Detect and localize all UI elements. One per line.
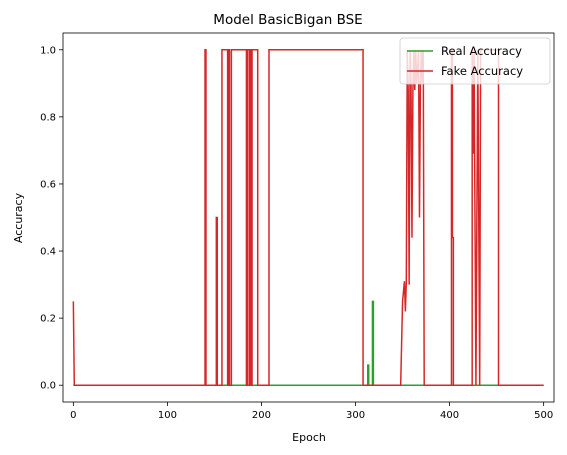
y-tick-label: 0.8 <box>40 112 56 123</box>
x-tick-label: 500 <box>534 410 553 421</box>
legend-label: Real Accuracy <box>441 44 522 58</box>
y-tick-label: 0.6 <box>40 179 56 190</box>
legend-box <box>399 37 551 85</box>
x-axis-ticks: 0 100 200 300 400 500 <box>70 402 553 421</box>
x-tick-label: 200 <box>252 410 271 421</box>
y-axis-label: Accuracy <box>12 192 25 243</box>
legend-label: Fake Accuracy <box>441 64 523 78</box>
plot-frame <box>62 32 555 403</box>
y-tick-label: 0.0 <box>40 381 56 392</box>
legend: Real Accuracy Fake Accuracy <box>399 37 551 85</box>
y-tick-label: 1.0 <box>40 45 56 56</box>
y-tick-label: 0.2 <box>40 314 56 325</box>
series-layer <box>72 49 544 386</box>
y-axis-ticks: 0.0 0.2 0.4 0.6 0.8 1.0 <box>40 45 63 392</box>
y-tick-label: 0.4 <box>40 247 56 258</box>
x-tick-label: 300 <box>346 410 365 421</box>
x-axis-label: Epoch <box>292 431 326 444</box>
x-tick-label: 100 <box>158 410 177 421</box>
chart-title: Model BasicBigan BSE <box>213 12 362 28</box>
x-tick-label: 0 <box>70 410 76 421</box>
x-tick-label: 400 <box>440 410 459 421</box>
series-line-fake-accuracy <box>72 49 544 386</box>
